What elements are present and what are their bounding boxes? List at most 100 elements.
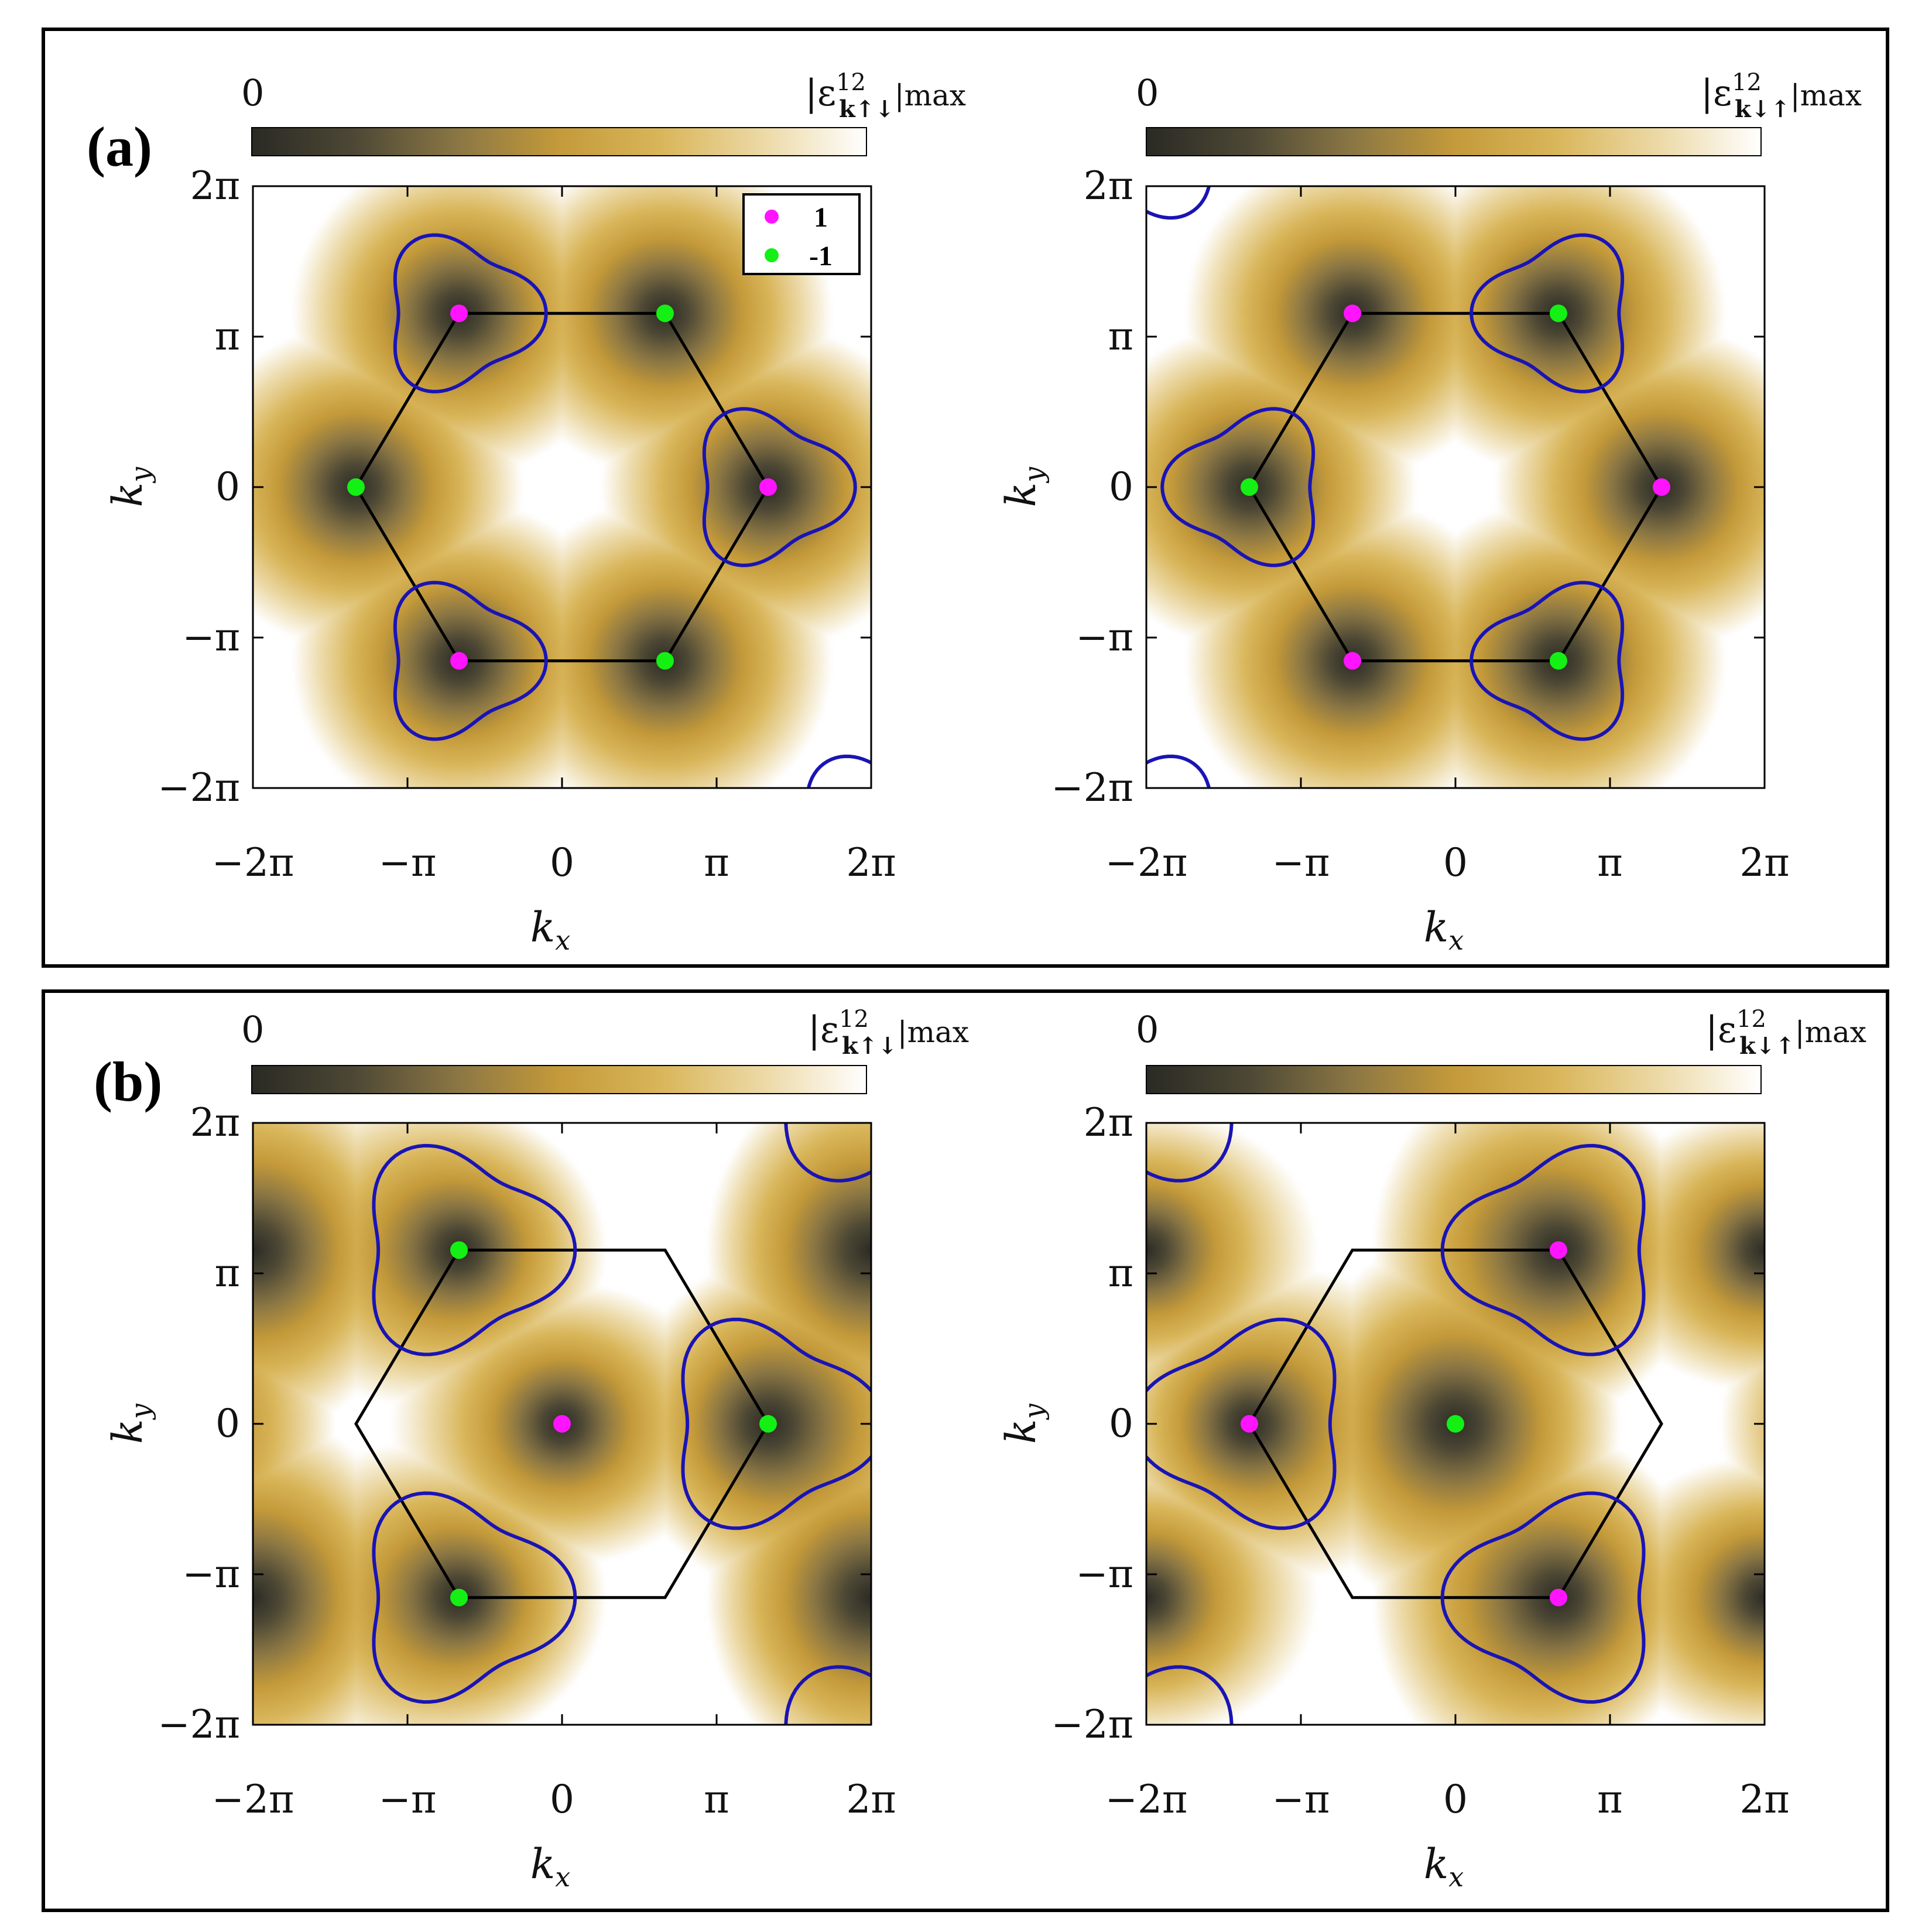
fermi-contour xyxy=(372,1491,577,1704)
colorbar-max-sup: 12 xyxy=(836,69,866,96)
x-tick-label: −2π xyxy=(212,840,294,885)
colorbar-max-sub: k↓↑ xyxy=(1735,95,1790,123)
chern-plus-point xyxy=(1344,652,1362,670)
fermi-contour xyxy=(1469,581,1625,741)
chern-plus-point xyxy=(1653,478,1671,496)
y-tick-label: −π xyxy=(1075,615,1133,660)
fermi-contour xyxy=(702,407,857,567)
colorbar-max-main: |ε xyxy=(1705,1008,1736,1051)
x-tick-label: 0 xyxy=(1443,1777,1468,1822)
panel-frame-b xyxy=(42,989,1889,1912)
panel-frame-a xyxy=(42,28,1889,968)
fermi-contour xyxy=(393,581,548,741)
chern-plus-point xyxy=(1549,1241,1567,1259)
y-tick-label: −2π xyxy=(157,765,240,810)
colorbar-max-label: |ε12 k↓↑|max xyxy=(1701,69,1862,123)
colorbar-max-sup: 12 xyxy=(839,1006,869,1033)
x-tick-label: 0 xyxy=(1443,840,1468,885)
y-tick-label: 0 xyxy=(1109,1401,1133,1446)
colorbar xyxy=(1146,127,1762,156)
colorbar-min-label: 0 xyxy=(1136,1008,1159,1051)
legend-marker xyxy=(765,248,779,262)
x-axis-label: kx xyxy=(530,903,570,956)
colorbar-min-label: 0 xyxy=(1136,71,1159,114)
plot-area xyxy=(354,1123,871,1725)
y-tick-label: π xyxy=(1108,314,1133,359)
fermi-contour xyxy=(372,1143,577,1356)
fermi-contour xyxy=(1160,407,1316,567)
panel-label-b: (b) xyxy=(94,1050,162,1113)
x-tick-label: 2π xyxy=(846,1777,896,1822)
y-tick-label: 2π xyxy=(1084,163,1133,208)
x-axis-label-sub: x xyxy=(1448,924,1464,956)
x-tick-label: π xyxy=(704,1777,729,1822)
x-tick-label: 2π xyxy=(846,840,896,885)
colorbar-max-sub: k↑↓ xyxy=(842,1032,898,1060)
x-tick-label: 0 xyxy=(550,840,574,885)
fermi-contour xyxy=(1440,1491,1646,1704)
x-tick-label: 2π xyxy=(1739,840,1789,885)
y-tick-label: −2π xyxy=(1051,1702,1133,1747)
plot-area xyxy=(1146,186,1671,788)
x-tick-label: π xyxy=(704,840,729,885)
chern-minus-point xyxy=(656,652,674,670)
y-axis-label-sub: y xyxy=(125,1403,156,1420)
x-tick-label: −π xyxy=(379,1777,437,1822)
y-axis-label: ky xyxy=(997,467,1050,507)
x-tick-label: π xyxy=(1597,840,1622,885)
chern-minus-point xyxy=(347,478,365,496)
y-tick-label: −π xyxy=(1075,1551,1133,1597)
legend-marker xyxy=(765,210,779,224)
chern-plus-point xyxy=(1240,1415,1258,1433)
colorbar-max-label: |ε12 k↓↑|max xyxy=(1705,1006,1866,1060)
y-tick-label: π xyxy=(215,1251,240,1296)
panel-label-a: (a) xyxy=(87,115,152,178)
y-axis-label-sub: y xyxy=(1018,467,1050,484)
heatmap-image xyxy=(253,186,871,788)
chern-plus-point xyxy=(553,1415,571,1433)
y-axis-label-sub: y xyxy=(1018,1403,1050,1420)
chern-plus-point xyxy=(450,304,468,323)
fermi-contour xyxy=(393,233,548,393)
y-tick-label: −2π xyxy=(157,1702,240,1747)
colorbar-min-label: 0 xyxy=(241,1008,264,1051)
colorbar-max-tail: |max xyxy=(1790,78,1862,112)
y-axis-label-sub: y xyxy=(125,467,156,484)
y-tick-label: π xyxy=(215,314,240,359)
x-tick-label: −2π xyxy=(1105,1777,1188,1822)
x-axis-label-sub: x xyxy=(555,924,570,956)
colorbar-max-main: |ε xyxy=(808,1008,839,1051)
colorbar-max-label: |ε12 k↑↓|max xyxy=(805,69,966,123)
y-tick-label: −2π xyxy=(1051,765,1133,810)
colorbar-max-sup: 12 xyxy=(1736,1006,1766,1033)
plot-area xyxy=(1146,1123,1663,1725)
y-tick-label: 0 xyxy=(215,1401,240,1446)
fermi-contour xyxy=(1469,233,1625,393)
chern-plus-point xyxy=(1344,304,1362,323)
chern-minus-point xyxy=(1549,652,1567,670)
x-tick-label: −π xyxy=(379,840,437,885)
colorbar-max-sub: k↑↓ xyxy=(839,95,895,123)
fermi-contour xyxy=(1146,1317,1337,1530)
colorbar-max-main: |ε xyxy=(1701,71,1732,114)
y-tick-label: 0 xyxy=(1109,464,1133,509)
fermi-contour xyxy=(1440,1143,1646,1356)
colorbar-max-main: |ε xyxy=(805,71,836,114)
colorbar xyxy=(251,127,867,156)
chern-minus-point xyxy=(759,1415,777,1433)
plot-area xyxy=(347,233,871,788)
y-tick-label: 0 xyxy=(215,464,240,509)
x-tick-label: −2π xyxy=(1105,840,1188,885)
y-tick-label: −π xyxy=(182,1551,240,1597)
colorbar-max-sup: 12 xyxy=(1732,69,1762,96)
legend-label: 1 xyxy=(814,202,828,233)
x-tick-label: −π xyxy=(1272,840,1330,885)
colorbar xyxy=(251,1065,867,1094)
x-tick-label: −π xyxy=(1272,1777,1330,1822)
colorbar-min-label: 0 xyxy=(241,71,264,114)
